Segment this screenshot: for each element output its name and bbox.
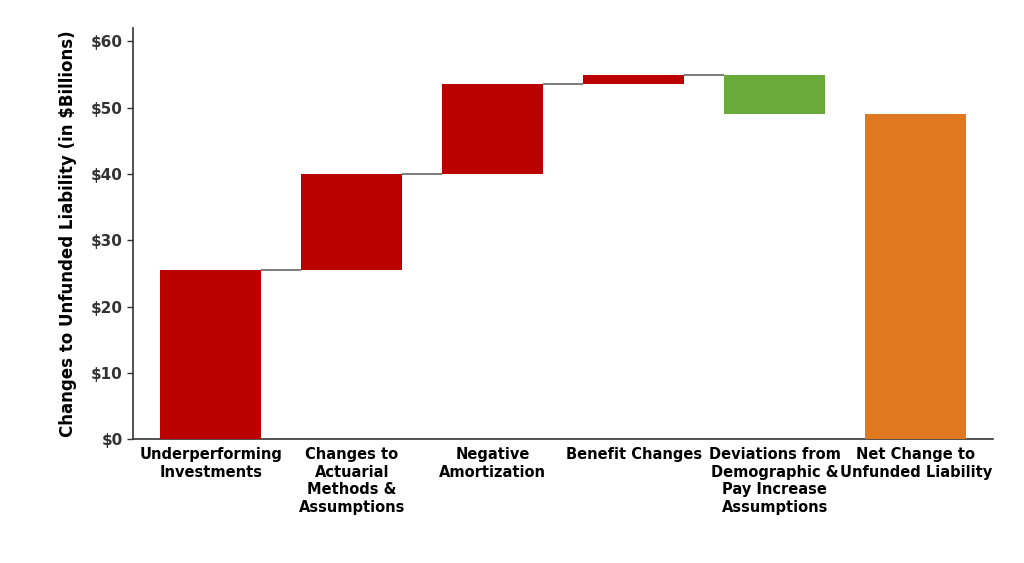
Bar — [442, 84, 544, 174]
Bar — [865, 114, 967, 439]
Bar — [724, 74, 825, 114]
Y-axis label: Changes to Unfunded Liability (in $Billions): Changes to Unfunded Liability (in $Billi… — [58, 30, 77, 437]
Bar — [301, 174, 402, 270]
Bar — [583, 74, 684, 84]
Bar — [160, 270, 261, 439]
